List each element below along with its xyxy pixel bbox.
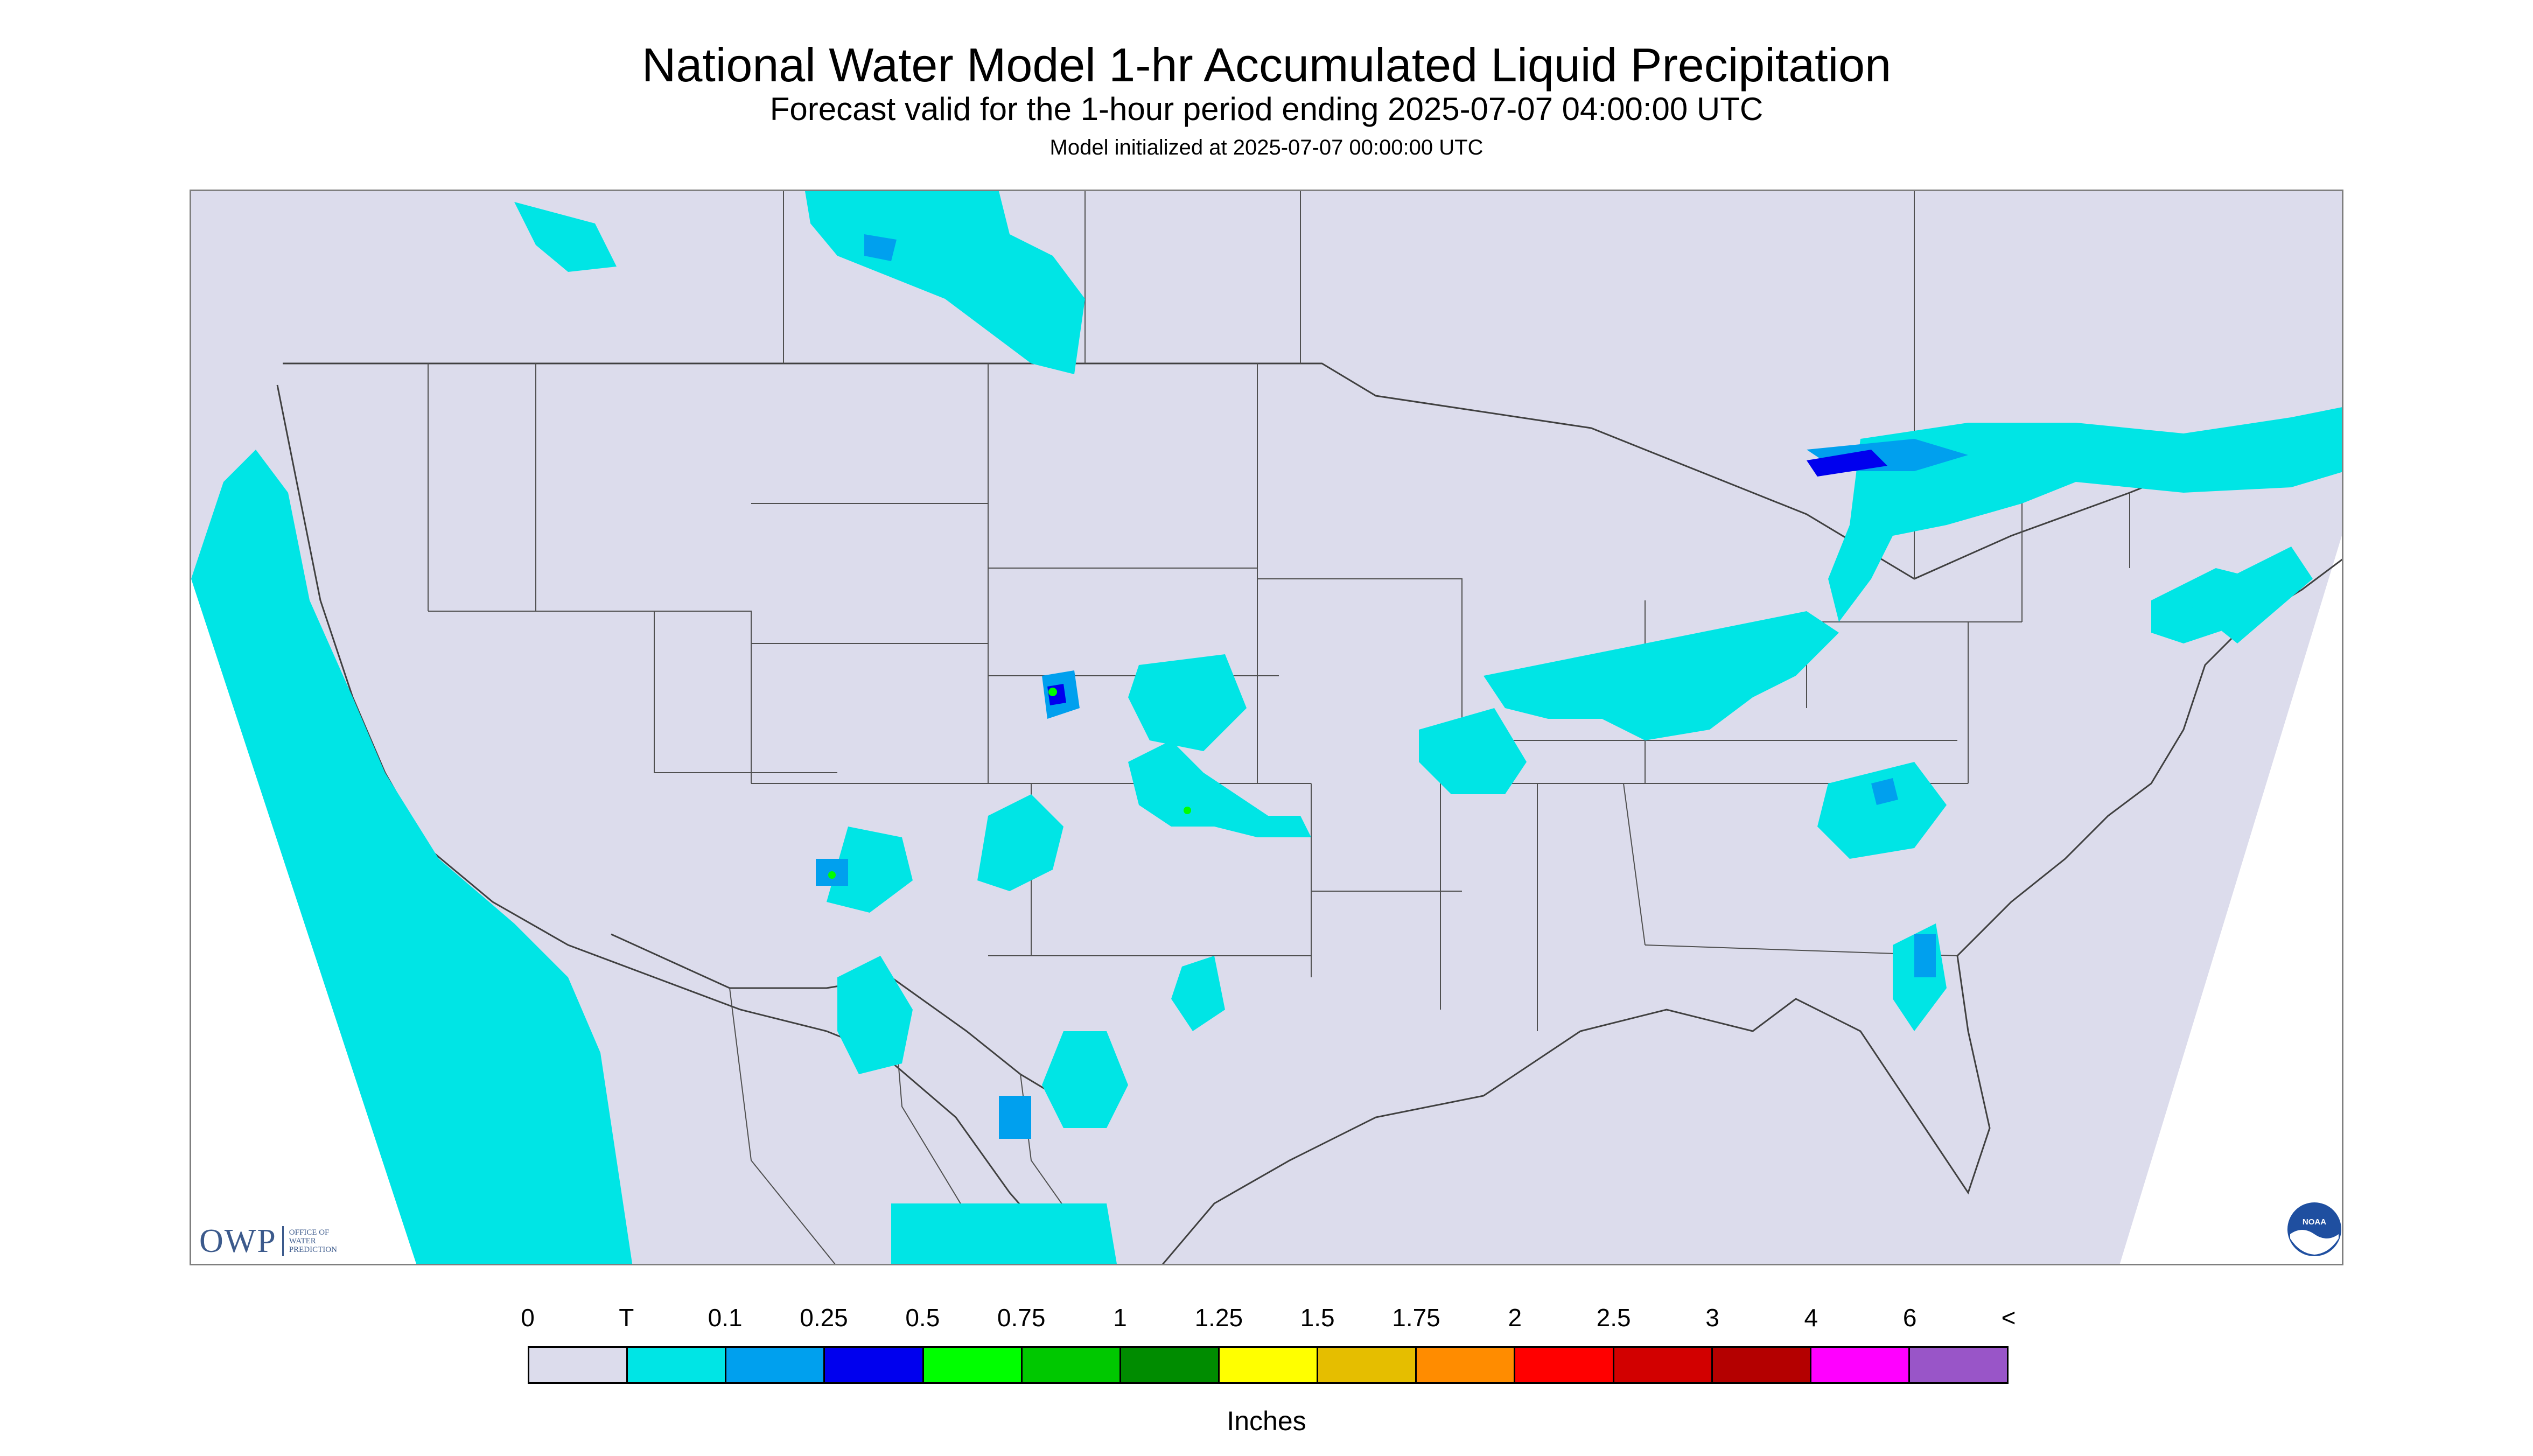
legend-label: < xyxy=(2001,1304,2016,1332)
legend-swatch xyxy=(1318,1348,1417,1382)
legend-colorbar xyxy=(528,1346,2009,1384)
legend-swatch xyxy=(726,1348,825,1382)
legend-unit-label: Inches xyxy=(1227,1406,1306,1436)
legend-label: 0.25 xyxy=(800,1304,848,1332)
forecast-valid-subtitle: Forecast valid for the 1-hour period end… xyxy=(769,91,1764,127)
legend-label: 4 xyxy=(1804,1304,1818,1332)
owp-subtitle: OFFICE OF WATER PREDICTION xyxy=(289,1228,337,1254)
owp-logo: OWP OFFICE OF WATER PREDICTION xyxy=(199,1220,354,1263)
legend-swatch xyxy=(529,1348,628,1382)
legend-swatch xyxy=(1712,1348,1811,1382)
legend-swatch xyxy=(628,1348,727,1382)
legend-label: 0.75 xyxy=(997,1304,1046,1332)
legend-label: 2 xyxy=(1508,1304,1522,1332)
state-boundaries xyxy=(428,363,2130,1031)
legend-label: 3 xyxy=(1705,1304,1719,1332)
legend-swatch xyxy=(1417,1348,1516,1382)
legend-label: 0.1 xyxy=(708,1304,743,1332)
owp-mark: OWP xyxy=(199,1222,277,1259)
precipitation-map xyxy=(190,190,2343,1265)
legend-swatch xyxy=(825,1348,924,1382)
legend-label: 1 xyxy=(1113,1304,1127,1332)
legend-swatch xyxy=(1022,1348,1121,1382)
legend-label: T xyxy=(619,1304,634,1332)
legend-swatch xyxy=(1614,1348,1713,1382)
legend-label: 1.5 xyxy=(1300,1304,1335,1332)
coastline xyxy=(276,384,2342,1264)
legend-swatch xyxy=(1909,1348,2007,1382)
precip-light-blue xyxy=(816,234,1968,1139)
owp-divider xyxy=(282,1226,284,1256)
legend-label: 6 xyxy=(1902,1304,1917,1332)
legend-swatch xyxy=(1811,1348,1910,1382)
legend-labels: 0 T 0.1 0.25 0.5 0.75 1 1.25 1.5 1.75 2 2.5 3 4 6 < xyxy=(521,1303,2016,1335)
noaa-logo-text: NOAA xyxy=(2303,1217,2326,1227)
map-canvas xyxy=(191,191,2342,1264)
legend-label: 0.5 xyxy=(905,1304,940,1332)
legend-swatch xyxy=(1219,1348,1319,1382)
legend-swatch xyxy=(923,1348,1023,1382)
map-title: National Water Model 1-hr Accumulated Li… xyxy=(641,38,1892,92)
noaa-logo-icon: NOAA xyxy=(2287,1202,2341,1256)
legend-label: 0 xyxy=(521,1304,535,1332)
legend-swatch xyxy=(1515,1348,1614,1382)
precip-green xyxy=(828,688,1191,879)
legend-label: 2.5 xyxy=(1596,1304,1631,1332)
model-domain xyxy=(191,191,2342,1264)
legend-label: 1.25 xyxy=(1194,1304,1243,1332)
model-init-line: Model initialized at 2025-07-07 00:00:00… xyxy=(1049,136,1484,159)
legend-swatch xyxy=(1121,1348,1220,1382)
legend-label: 1.75 xyxy=(1392,1304,1440,1332)
